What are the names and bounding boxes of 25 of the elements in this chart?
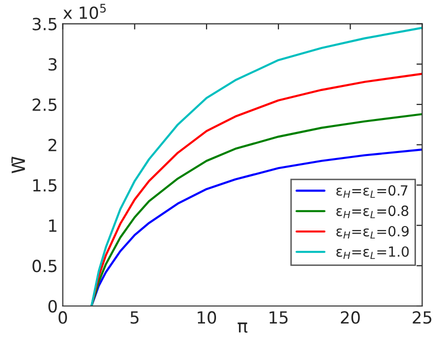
y-tick-label: 2.5 [32, 98, 56, 111]
x-tick-label: 15 [270, 311, 288, 324]
y-tick-label: 0 [48, 300, 57, 313]
legend-label: ε$_{H}$=ε$_{L}$=0.9 [336, 226, 409, 239]
y-tick-label: 1.5 [33, 179, 56, 192]
x-tick-label: 5 [130, 311, 139, 324]
x-axis-title: π [238, 322, 248, 333]
x-tick-label: 10 [198, 311, 216, 324]
x-tick-label: 0 [58, 311, 67, 324]
y-axis-title: W̄ [11, 156, 25, 174]
line-series [90, 72, 422, 306]
line-series [90, 148, 422, 306]
y-tick-label: 0.5 [32, 260, 56, 272]
legend-label: ε$_{H}$=ε$_{L}$=0.7 [336, 185, 408, 198]
x-tick-label: 20 [340, 311, 360, 324]
y-tick-label: 3 [48, 58, 57, 71]
y-tick-label: 1 [49, 220, 56, 232]
line-series [90, 26, 422, 306]
line-series [90, 113, 422, 306]
x-tick-label: 25 [412, 311, 432, 324]
y-tick-label: 2 [48, 138, 56, 152]
legend-label: ε$_{H}$=ε$_{L}$=0.8 [336, 206, 408, 218]
y-tick-label: 3.5 [32, 18, 56, 30]
legend-label: ε$_{H}$=ε$_{L}$=1.0 [336, 246, 409, 259]
text: x 10$^{5}$ [63, 4, 106, 20]
